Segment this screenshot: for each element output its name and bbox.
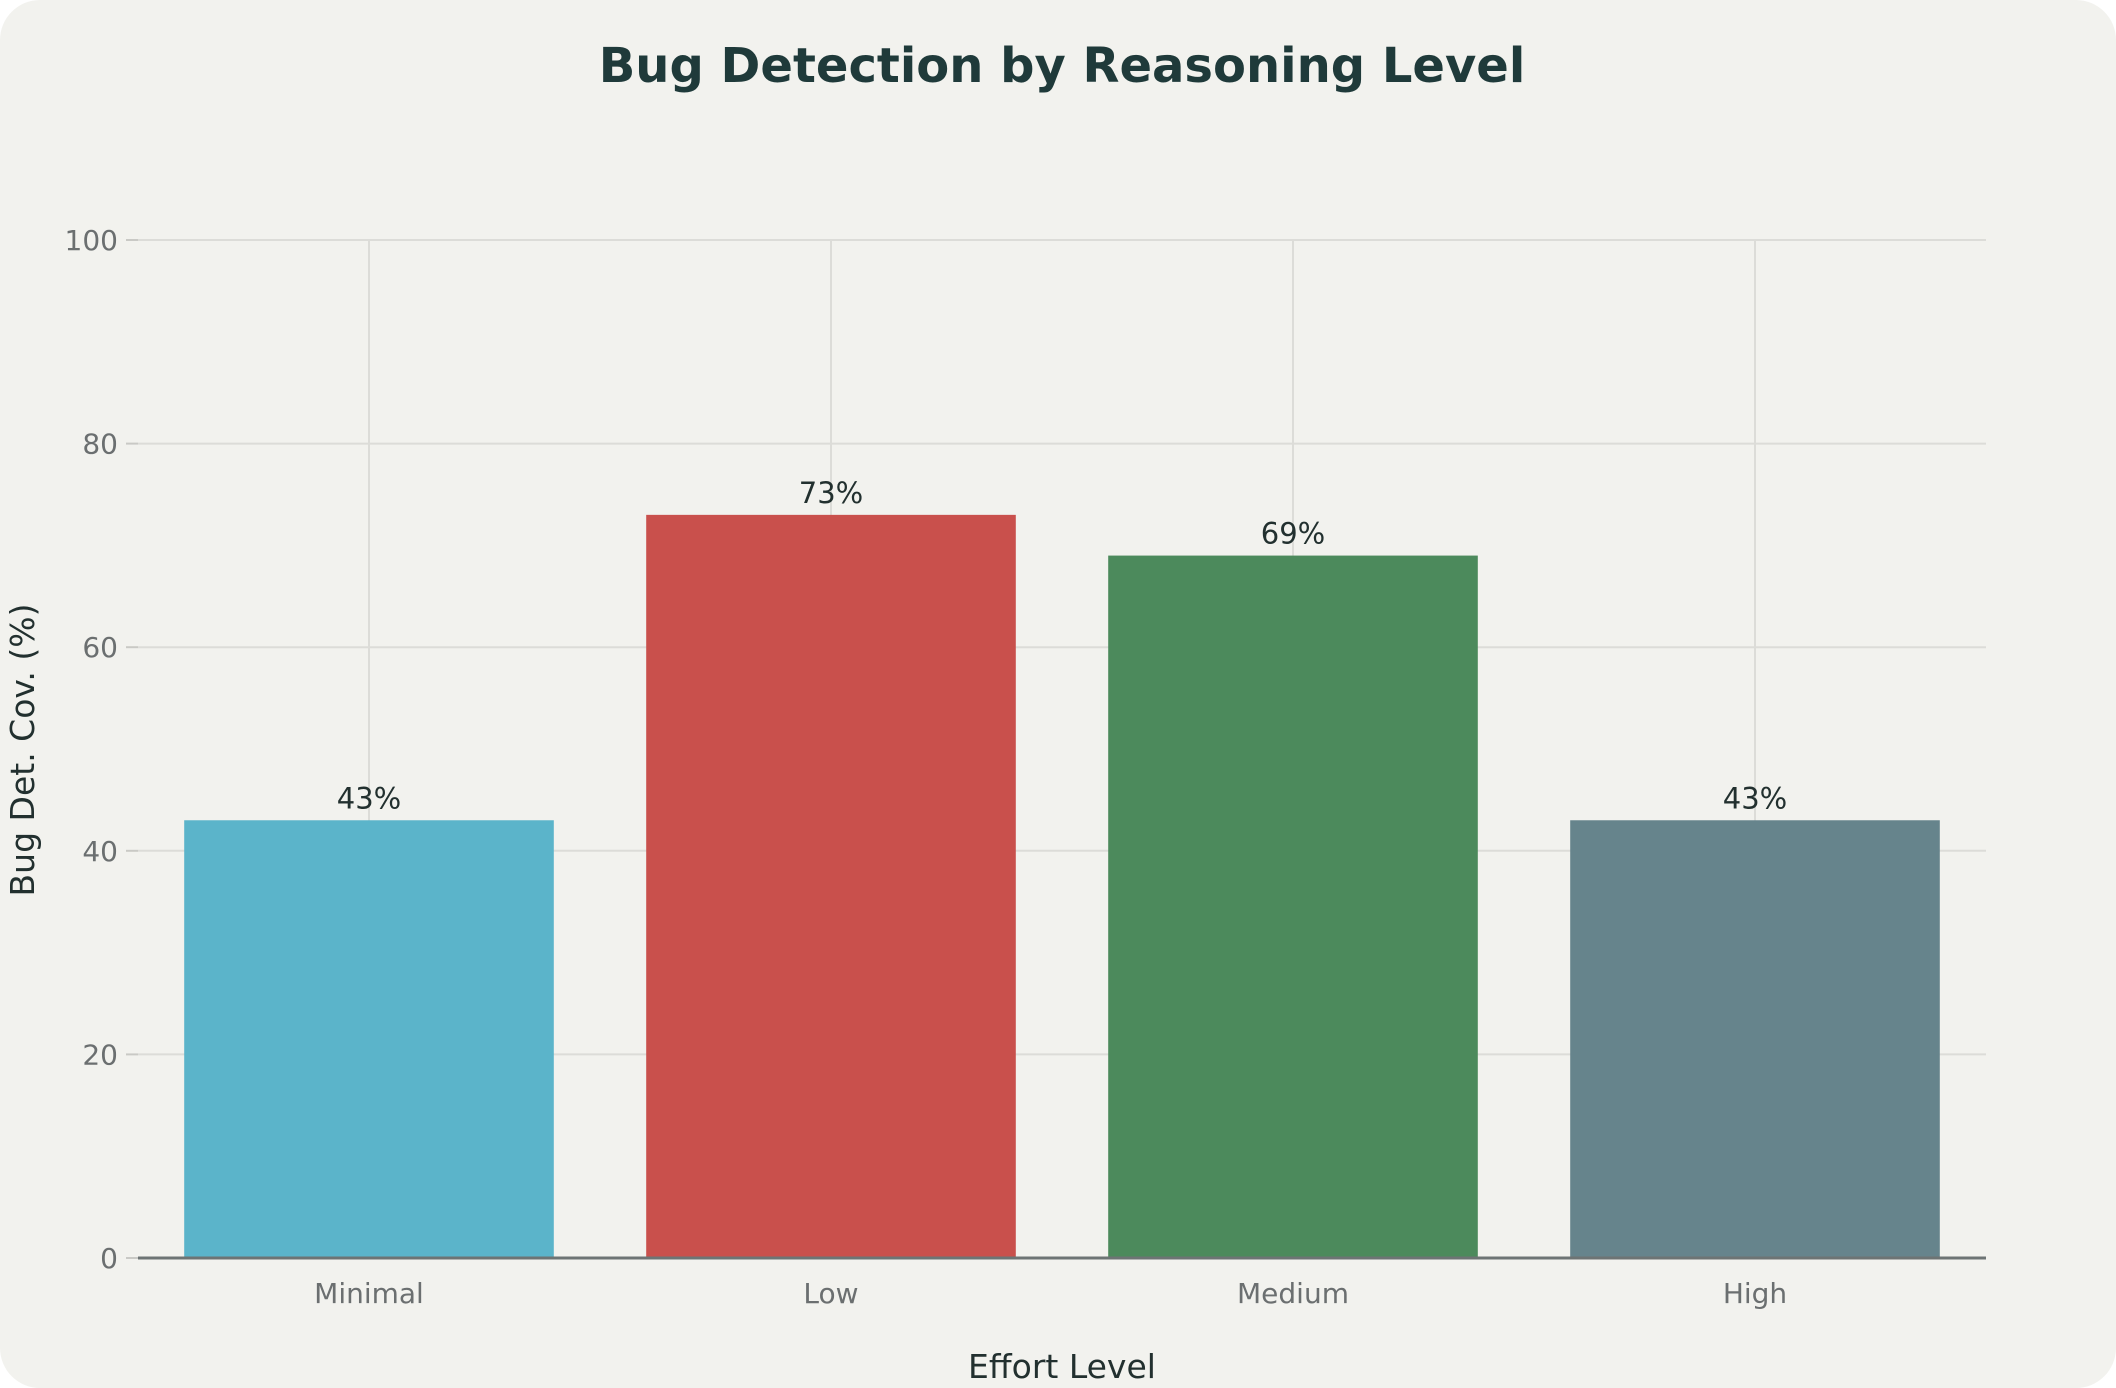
bar-minimal — [184, 820, 554, 1258]
bar-value-label: 43% — [1723, 781, 1787, 815]
y-axis-ticks: 0 20 40 60 80 100 — [65, 224, 138, 1275]
bar-value-label: 43% — [337, 781, 401, 815]
y-tick-label: 80 — [82, 428, 118, 461]
y-tick-label: 100 — [65, 224, 118, 257]
bar-value-label: 69% — [1261, 517, 1325, 551]
x-tick-label: Minimal — [314, 1277, 424, 1310]
y-tick-label: 60 — [82, 631, 118, 664]
chart-title: Bug Detection by Reasoning Level — [599, 38, 1526, 94]
bars — [184, 514, 1940, 1258]
x-tick-label: Medium — [1237, 1277, 1349, 1310]
bar-medium — [1108, 555, 1478, 1258]
y-tick-label: 40 — [82, 835, 118, 868]
x-axis-title: Effort Level — [968, 1347, 1156, 1386]
y-tick-label: 20 — [82, 1038, 118, 1071]
y-tick-label: 0 — [100, 1242, 118, 1275]
x-tick-label: High — [1723, 1277, 1787, 1310]
bar-low — [646, 514, 1016, 1258]
bar-high — [1570, 820, 1940, 1258]
y-axis-title: Bug Det. Cov. (%) — [3, 604, 42, 897]
bar-value-labels: 43% 73% 69% 43% — [337, 476, 1787, 815]
x-tick-label: Low — [803, 1277, 858, 1310]
x-axis-ticks: Minimal Low Medium High — [314, 1277, 1787, 1310]
bar-value-label: 73% — [799, 476, 863, 510]
